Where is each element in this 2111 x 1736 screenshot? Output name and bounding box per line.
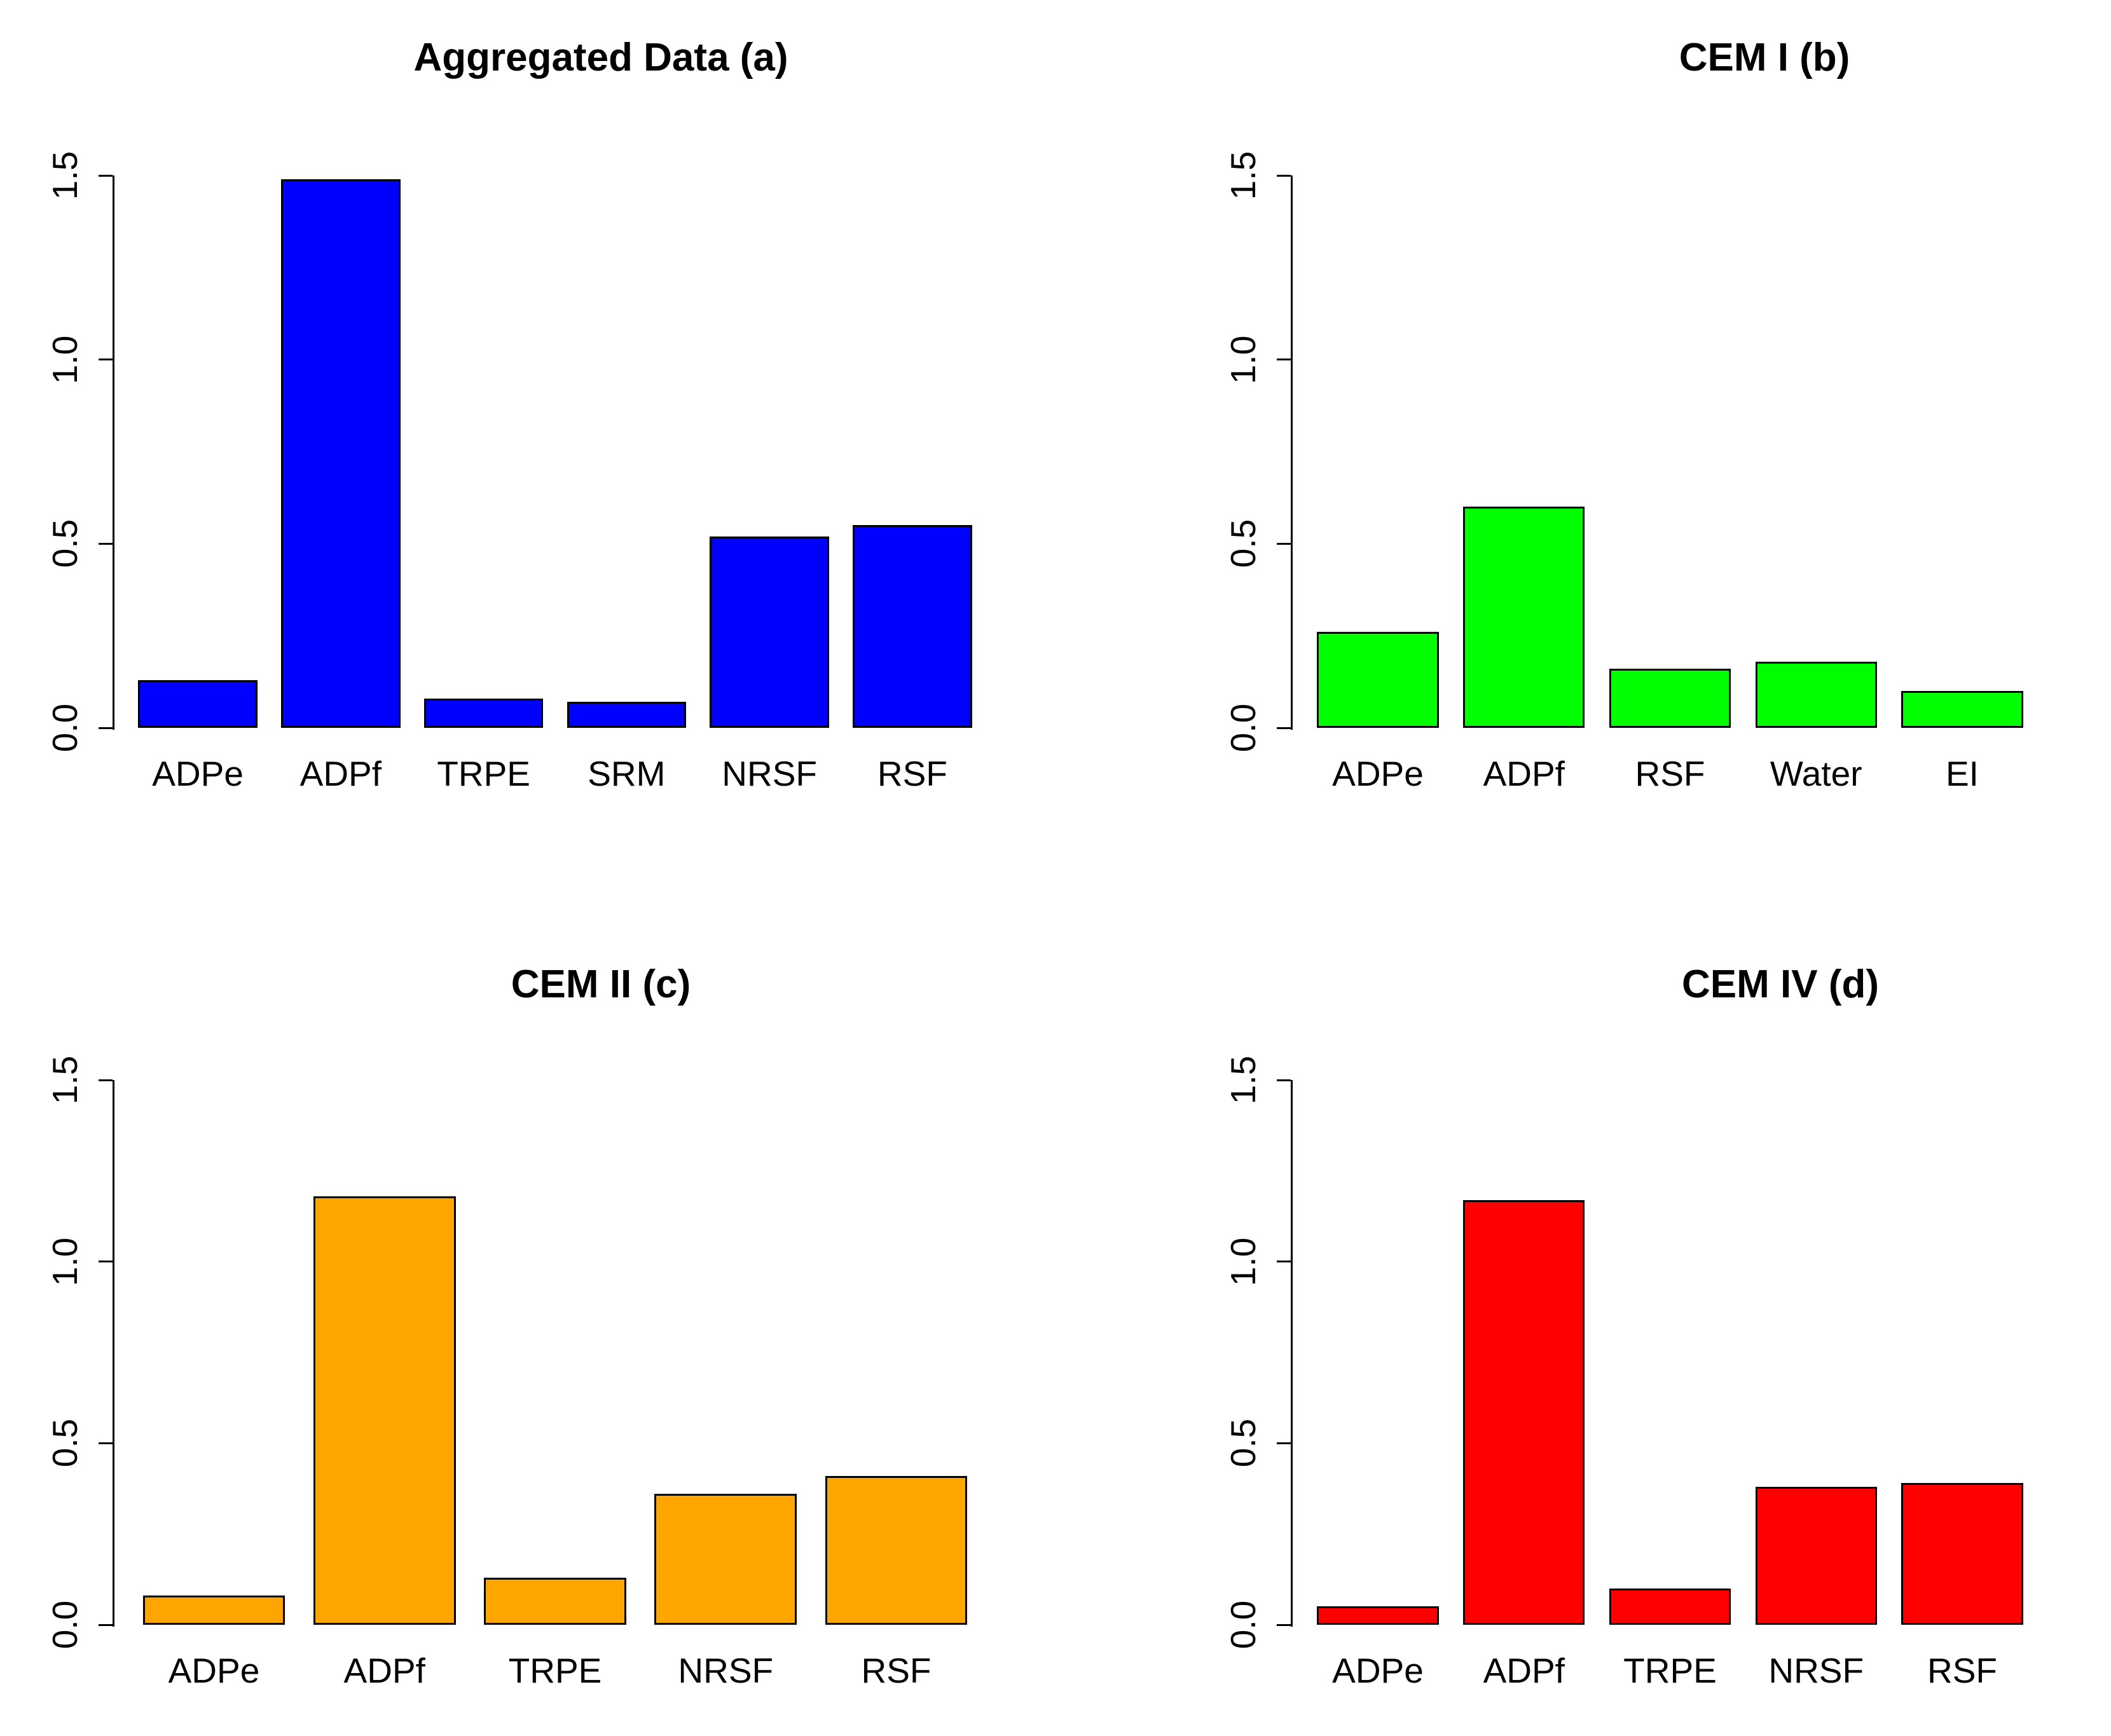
y-tick-label: 1.5 xyxy=(1223,151,1263,200)
bar-rsf xyxy=(825,1475,968,1625)
bar-adpe xyxy=(1317,1606,1439,1625)
y-tick-label: 0.0 xyxy=(45,703,85,753)
bar-trpe xyxy=(484,1577,626,1625)
x-category-label: Water xyxy=(1770,754,1862,793)
chart-title: CEM IV (d) xyxy=(1682,962,1879,1006)
x-category-label: TRPE xyxy=(1623,1651,1717,1690)
y-axis-tick xyxy=(1277,1623,1291,1626)
bar-adpe xyxy=(138,680,258,728)
x-category-label: ADPe xyxy=(1332,754,1424,793)
y-tick-label: 0.0 xyxy=(45,1600,85,1650)
panel-cem-iv: CEM IV (d) 0.0 0.5 1.0 1.5 ADPe ADPf TRPE NRSF R… xyxy=(1056,868,2111,1736)
y-tick-label: 0.5 xyxy=(1223,519,1263,568)
x-category-label: NRSF xyxy=(1768,1651,1864,1690)
y-tick-label: 1.0 xyxy=(45,335,85,384)
panel-cem-i: CEM I (b) 0.0 0.5 1.0 1.5 ADPe ADPf RSF Water EI xyxy=(1056,0,2111,868)
y-tick-label: 0.0 xyxy=(1223,1600,1263,1650)
y-tick-label: 1.0 xyxy=(1223,1237,1263,1286)
bar-trpe xyxy=(1609,1588,1731,1625)
y-tick-label: 1.0 xyxy=(1223,335,1263,384)
bar-adpf xyxy=(281,179,401,728)
bar-nrsf xyxy=(1755,1486,1877,1625)
y-axis-tick xyxy=(1277,174,1291,177)
x-category-label: ADPf xyxy=(343,1651,425,1690)
chart-title: CEM I (b) xyxy=(1679,36,1850,79)
x-category-label: ADPe xyxy=(168,1651,260,1690)
x-category-label: RSF xyxy=(877,754,947,793)
y-axis-tick xyxy=(1277,727,1291,729)
y-axis-line xyxy=(1291,1080,1293,1627)
y-axis-tick xyxy=(99,1623,113,1626)
bar-water xyxy=(1755,661,1877,728)
y-axis-tick xyxy=(99,542,113,545)
y-axis-tick xyxy=(1277,1079,1291,1081)
y-axis-tick xyxy=(1277,359,1291,361)
y-axis-tick xyxy=(99,1261,113,1263)
x-category-label: ADPf xyxy=(299,754,382,793)
x-category-label: RSF xyxy=(1635,754,1705,793)
x-category-label: ADPf xyxy=(1483,754,1565,793)
bar-trpe xyxy=(423,698,544,728)
bar-adpf xyxy=(313,1196,456,1625)
x-category-label: NRSF xyxy=(678,1651,774,1690)
x-category-label: RSF xyxy=(1927,1651,1997,1690)
y-tick-label: 1.0 xyxy=(45,1237,85,1286)
bar-adpf xyxy=(1463,1199,1585,1625)
y-axis-line xyxy=(113,1080,114,1627)
x-category-label: TRPE xyxy=(437,754,530,793)
y-axis-tick xyxy=(99,174,113,177)
bar-adpf xyxy=(1463,507,1585,728)
panel-aggregated-data: Aggregated Data (a) 0.0 0.5 1.0 1.5 ADPe ADPf… xyxy=(0,0,1056,868)
panel-cem-ii: CEM II (c) 0.0 0.5 1.0 1.5 ADPe ADPf TRPE NRSF R… xyxy=(0,868,1056,1736)
y-axis-tick xyxy=(99,727,113,729)
bar-srm xyxy=(567,702,687,728)
bar-ei xyxy=(1901,691,2023,728)
bar-nrsf xyxy=(710,536,829,728)
y-tick-label: 0.5 xyxy=(45,1419,85,1468)
x-category-label: NRSF xyxy=(722,754,817,793)
chart-title: CEM II (c) xyxy=(511,962,691,1006)
bar-rsf xyxy=(853,525,972,728)
y-axis-line xyxy=(113,175,114,730)
y-axis-tick xyxy=(99,1079,113,1081)
y-tick-label: 1.5 xyxy=(45,151,85,200)
y-axis-tick xyxy=(99,1442,113,1444)
x-category-label: RSF xyxy=(861,1651,932,1690)
x-category-label: EI xyxy=(1945,754,1979,793)
y-axis-tick xyxy=(1277,1442,1291,1444)
bar-rsf xyxy=(1609,669,1731,728)
x-category-label: TRPE xyxy=(508,1651,602,1690)
y-axis-line xyxy=(1291,175,1293,730)
y-tick-label: 0.5 xyxy=(1223,1419,1263,1468)
bar-nrsf xyxy=(654,1494,797,1625)
chart-title: Aggregated Data (a) xyxy=(413,36,788,79)
y-axis-tick xyxy=(1277,1261,1291,1263)
y-tick-label: 1.5 xyxy=(45,1055,85,1105)
bar-rsf xyxy=(1901,1483,2023,1625)
y-axis-tick xyxy=(99,359,113,361)
x-category-label: ADPf xyxy=(1483,1651,1565,1690)
y-axis-tick xyxy=(1277,542,1291,545)
y-tick-label: 0.5 xyxy=(45,519,85,568)
x-category-label: ADPe xyxy=(152,754,244,793)
bar-adpe xyxy=(142,1596,285,1625)
y-tick-label: 0.0 xyxy=(1223,703,1263,753)
bar-adpe xyxy=(1317,632,1439,728)
x-category-label: SRM xyxy=(588,754,666,793)
y-tick-label: 1.5 xyxy=(1223,1055,1263,1105)
x-category-label: ADPe xyxy=(1332,1651,1424,1690)
